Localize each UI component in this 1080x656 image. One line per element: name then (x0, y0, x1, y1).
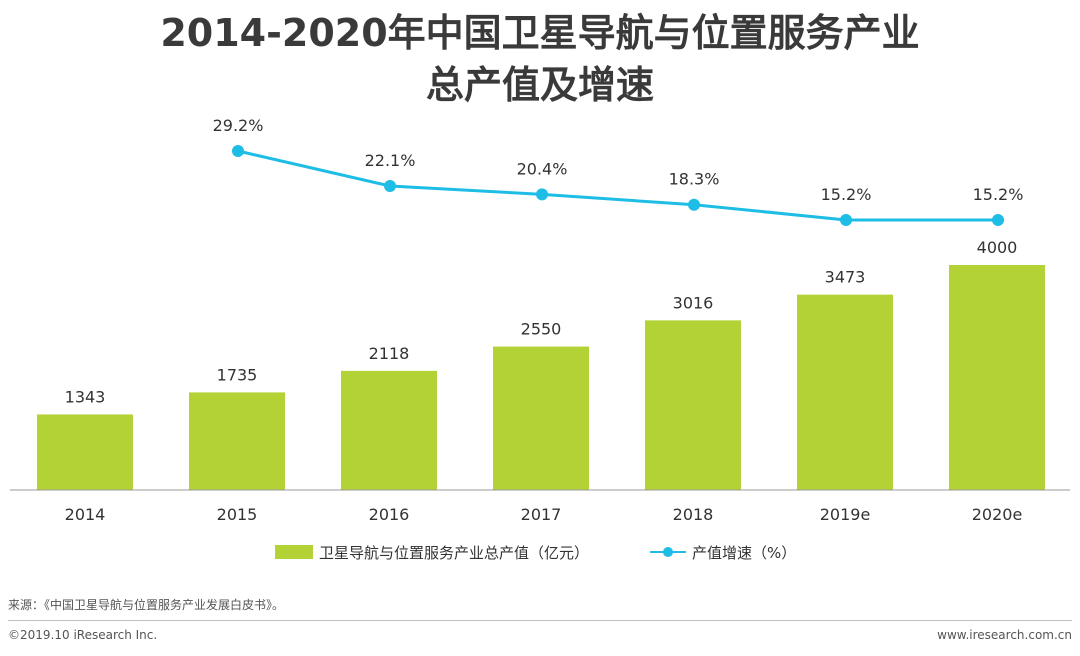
x-tick-2018: 2018 (673, 505, 714, 524)
bar-2016 (341, 370, 437, 490)
bar-2015 (189, 392, 285, 490)
growth-label-2016: 22.1% (365, 151, 416, 170)
x-tick-2016: 2016 (369, 505, 410, 524)
chart-title-line2: 总产值及增速 (425, 63, 654, 107)
bar-label-2019e: 3473 (825, 268, 866, 287)
growth-point-2015 (232, 145, 244, 157)
chart-legend: 卫星导航与位置服务产业总产值（亿元） 产值增速（%） (0, 538, 1080, 566)
x-tick-2017: 2017 (521, 505, 562, 524)
legend-item-bar: 卫星导航与位置服务产业总产值（亿元） (275, 538, 589, 566)
bar-2014 (37, 414, 133, 490)
bar-label-2020e: 4000 (977, 238, 1018, 257)
bar-label-2015: 1735 (217, 365, 258, 384)
growth-label-2015: 29.2% (213, 116, 264, 135)
footer-divider (8, 620, 1072, 621)
legend-line-label: 产值增速（%） (692, 543, 797, 562)
bar-label-2018: 3016 (673, 293, 714, 312)
growth-point-2019e (840, 214, 852, 226)
source-note: 来源：《中国卫星导航与位置服务产业发展白皮书》。 (8, 598, 285, 612)
chart-area: 1343 1735 2118 2550 3016 3473 4000 2014 2015 2016… (10, 116, 1070, 524)
bar-2018 (645, 320, 741, 490)
bar-label-2017: 2550 (521, 320, 562, 339)
x-tick-2020e: 2020e (972, 505, 1023, 524)
x-tick-2015: 2015 (217, 505, 258, 524)
legend-bar-swatch (275, 545, 313, 559)
bar-2017 (493, 346, 589, 490)
chart-title-line1: 2014-2020年中国卫星导航与位置服务产业 (160, 11, 920, 55)
bar-2020e (949, 265, 1045, 490)
x-tick-2014: 2014 (65, 505, 106, 524)
website-link[interactable]: www.iresearch.com.cn (937, 628, 1072, 642)
growth-label-2017: 20.4% (517, 159, 568, 178)
copyright-text: ©2019.10 iResearch Inc. (8, 628, 158, 642)
bar-label-2014: 1343 (65, 387, 106, 406)
growth-label-2019e: 15.2% (821, 185, 872, 204)
growth-label-2018: 18.3% (669, 170, 720, 189)
legend-bar-label: 卫星导航与位置服务产业总产值（亿元） (319, 543, 590, 562)
growth-line (237, 149, 998, 222)
bar-label-2016: 2118 (369, 344, 410, 363)
x-tick-2019e: 2019e (820, 505, 871, 524)
growth-label-2020e: 15.2% (973, 185, 1024, 204)
growth-point-2017 (536, 188, 548, 201)
growth-point-2020e (992, 214, 1004, 226)
legend-line-swatch (650, 545, 686, 559)
growth-point-2016 (384, 179, 396, 192)
growth-point-2018 (688, 198, 700, 211)
bar-2019e (797, 294, 893, 490)
legend-item-line: 产值增速（%） (650, 538, 796, 566)
